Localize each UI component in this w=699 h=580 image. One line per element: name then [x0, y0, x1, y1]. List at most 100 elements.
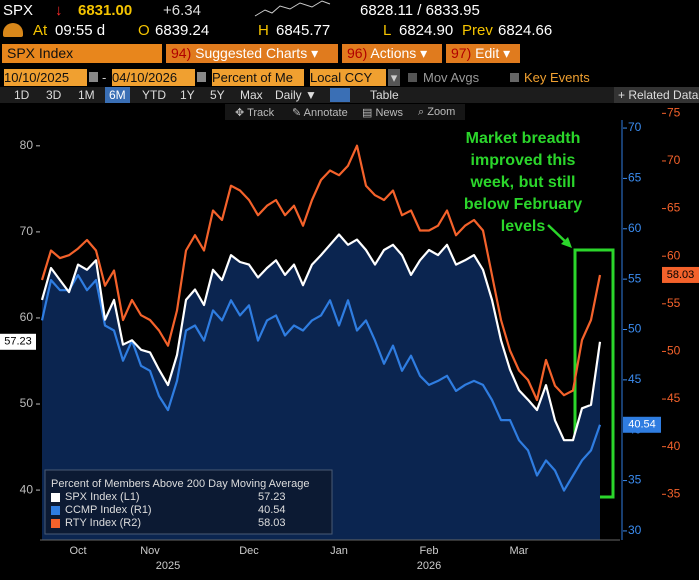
open: 6839.24 [155, 22, 210, 39]
y-tick-label: 55 [667, 296, 681, 310]
menu-num: 97) [451, 45, 472, 61]
period-button[interactable]: Max [240, 88, 263, 102]
value-badge [623, 416, 661, 433]
bid-ask: 6828.11 / 6833.95 [360, 2, 480, 19]
value-badge-label: 58.03 [667, 269, 695, 281]
tool[interactable]: ✎ Annotate [292, 107, 348, 119]
period-button[interactable]: 5Y [210, 88, 225, 102]
time: 09:55 d [55, 22, 106, 39]
y-tick-label: 40 [20, 482, 34, 496]
tool[interactable]: ✥ Track [235, 107, 275, 119]
x-tick-label: Mar [510, 545, 529, 557]
legend-swatch [51, 519, 60, 528]
x-tick-label: Oct [69, 545, 86, 557]
chart-icon[interactable] [330, 88, 350, 102]
menu-num: 94) [171, 45, 192, 61]
legend-label: SPX Index (L1) [65, 491, 140, 503]
y-tick-label: 40 [667, 439, 681, 453]
menu[interactable]: 97) Edit ▾ [446, 44, 520, 63]
annotation: Market breadth improved this week, but s… [463, 130, 583, 235]
related[interactable]: + Related Data [614, 87, 699, 103]
gauge-icon [3, 23, 23, 37]
ticker: SPX [3, 2, 34, 19]
period-button[interactable]: 1M [78, 88, 95, 102]
y-tick-label: 35 [628, 473, 642, 487]
calendar-icon[interactable] [89, 72, 98, 82]
y-tick-label: 30 [628, 523, 642, 537]
period-button[interactable]: 6M [105, 87, 130, 103]
menu-num: 96) [347, 45, 368, 61]
checkbox[interactable] [510, 73, 519, 82]
y-tick-label: 70 [628, 120, 642, 134]
legend-title: Percent of Members Above 200 Day Moving … [51, 478, 309, 490]
legend-box [44, 469, 333, 535]
x-year-label: 2026 [417, 560, 441, 572]
high-label: H [258, 22, 269, 39]
change: +6.34 [163, 2, 201, 19]
currency[interactable]: Local CCY [310, 69, 386, 86]
legend-value: 57.23 [258, 491, 286, 503]
tool[interactable]: ▤ News [362, 107, 403, 119]
y-tick-label: 50 [628, 322, 642, 336]
security[interactable]: SPX Index [2, 44, 162, 63]
menu[interactable]: 96) Actions ▾ [342, 44, 442, 63]
x-tick-label: Feb [420, 545, 439, 557]
tool-label: Track [247, 107, 275, 119]
y-tick-label: 60 [628, 221, 642, 235]
y-tick-label: 50 [20, 396, 34, 410]
y-tick-label: 50 [667, 344, 681, 358]
checkbox[interactable] [408, 73, 417, 82]
menu[interactable]: 94) Suggested Charts ▾ [166, 44, 338, 63]
prev: 6824.66 [498, 22, 553, 39]
value-badge-label: 57.23 [4, 336, 32, 348]
mov-avgs[interactable]: Mov Avgs [423, 70, 480, 85]
x-tick-label: Nov [140, 545, 160, 557]
tool[interactable]: ⌕ Zoom [418, 106, 456, 118]
sparkline [254, 0, 331, 17]
dash: - [102, 70, 107, 85]
legend-label: RTY Index (R2) [65, 517, 141, 529]
calendar-icon[interactable] [197, 72, 206, 82]
field[interactable]: Percent of Me [212, 69, 304, 86]
line [40, 274, 602, 492]
period-button[interactable]: 1D [14, 88, 30, 102]
end-date[interactable]: 04/10/2026 [112, 69, 195, 86]
y-tick-label: 60 [667, 248, 681, 262]
start-date[interactable]: 10/10/2025 [4, 69, 87, 86]
y-tick-label: 60 [20, 310, 34, 324]
legend-value: 58.03 [258, 517, 286, 529]
y-tick-label: 35 [667, 486, 681, 500]
menu-label: Edit [475, 45, 500, 61]
line [40, 233, 602, 442]
legend-swatch [51, 493, 60, 502]
y-tick-label: 70 [667, 153, 681, 167]
low: 6824.90 [399, 22, 454, 39]
y-tick-label: 70 [20, 224, 34, 238]
y-tick-label: 45 [628, 372, 642, 386]
dropdown[interactable]: ▾ [388, 69, 400, 86]
menu-label: Actions [370, 45, 417, 61]
x-tick-label: Dec [239, 545, 259, 557]
frequency-label: Daily [275, 88, 302, 102]
table[interactable]: Table [370, 88, 399, 102]
prev-label: Prev [462, 22, 493, 39]
y-tick-label: 45 [667, 391, 681, 405]
open-label: O [138, 22, 150, 39]
line [40, 144, 602, 402]
at-label: At [33, 22, 48, 39]
tool-label: News [375, 107, 403, 119]
legend: Percent of Members Above 200 Day Moving … [44, 469, 333, 535]
tool-label: Annotate [303, 107, 348, 119]
value-badge-label: 40.54 [628, 419, 656, 431]
low-label: L [383, 22, 392, 39]
period-button[interactable]: 3D [46, 88, 62, 102]
frequency[interactable]: Daily ▼ [275, 88, 317, 102]
y-tick-label: 65 [628, 171, 642, 185]
period-button[interactable]: YTD [142, 88, 166, 102]
period-button[interactable]: 1Y [180, 88, 195, 102]
y-tick-label: 65 [667, 201, 681, 215]
key-events[interactable]: Key Events [524, 70, 590, 85]
y-tick-label: 55 [628, 271, 642, 285]
